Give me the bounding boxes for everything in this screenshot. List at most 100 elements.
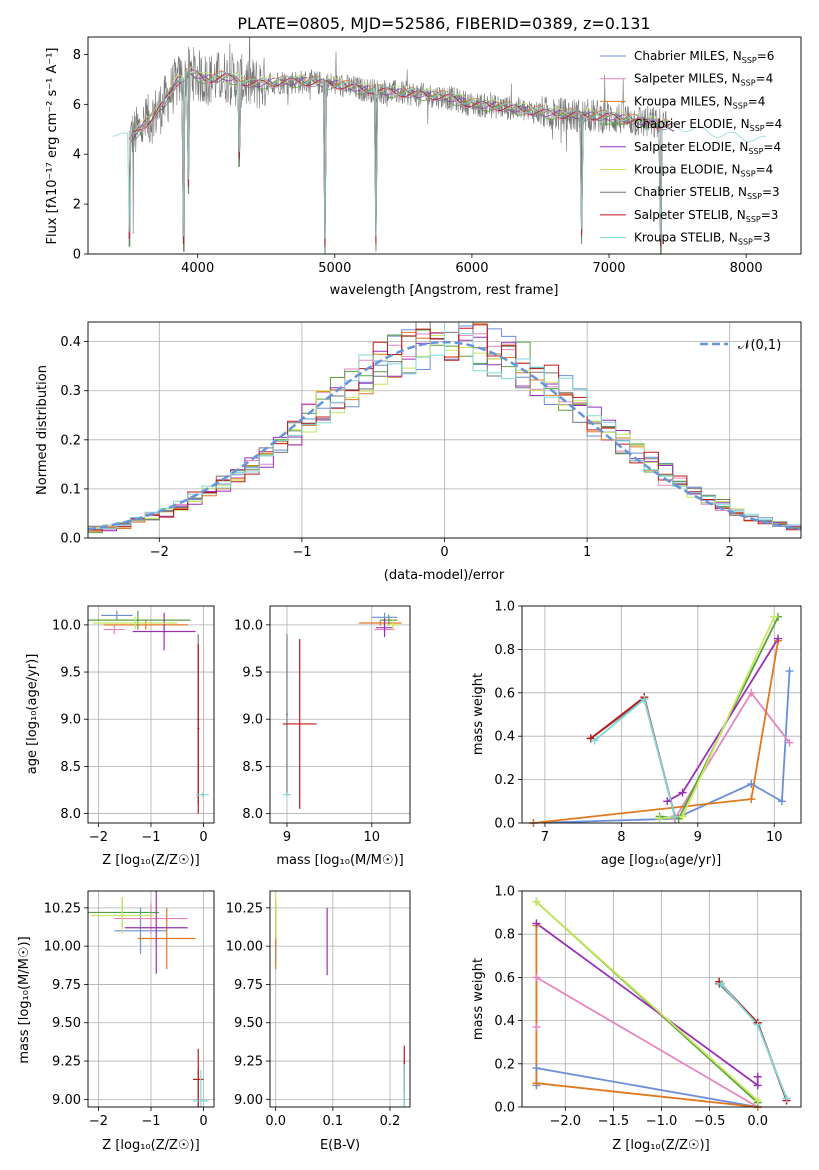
y-tick-label: 9.00 [234, 1093, 263, 1108]
legend-label-tail: =4 [756, 72, 774, 86]
weight-marker [655, 814, 664, 823]
weight-marker [782, 1094, 791, 1103]
normal-reference-curve [88, 340, 801, 531]
y-tick-label: 0.4 [60, 335, 81, 350]
weight-marker [753, 1096, 762, 1105]
weight-marker [590, 736, 599, 745]
panel-age_vs_Z: −2 −1 0 8.0 8.5 9.0 9.5 10.0 Z [log₁₀(Z/Z☉)] age … [25, 605, 215, 868]
legend-label-sub: SSP [742, 56, 757, 65]
weight-marker [532, 1023, 541, 1032]
legend-label-sub: SSP [741, 170, 756, 179]
plot-area [275, 892, 405, 1107]
grid-lines [522, 605, 801, 824]
x-tick-label: −1.5 [598, 1114, 630, 1129]
y-tick-label: 9.00 [52, 1093, 81, 1108]
weight-marker [747, 688, 756, 697]
legend-label: Chabrier ELODIE, NSSP=4 [634, 117, 782, 133]
y-tick-label: 0.2 [494, 1057, 515, 1072]
x-tick-label: −2 [89, 1114, 108, 1129]
y-axis-label: mass [log₁₀(M/M☉)] [17, 936, 32, 1063]
weight-marker [747, 779, 756, 788]
y-tick-label: 9.0 [60, 713, 81, 728]
axes-frame [87, 605, 215, 824]
y-tick-label: 10.25 [226, 901, 263, 916]
weight-marker [747, 795, 756, 804]
y-tick-label: 0.0 [60, 532, 81, 547]
x-axis-label: (data-model)/error [384, 568, 505, 583]
weight-line [535, 922, 759, 1088]
panel-weight_vs_age: 7 8 9 10 0.0 0.2 0.4 0.6 0.8 1.0 age [log₁₀(age/yr… [471, 600, 802, 868]
legend-label-sub: SSP [738, 238, 753, 247]
x-tick-label: −2 [89, 830, 108, 845]
axes-frame [87, 890, 215, 1108]
legend-label: Kroupa STELIB, NSSP=3 [634, 231, 771, 247]
x-tick-label: 7000 [592, 261, 625, 276]
weight-marker [717, 979, 726, 988]
weight-marker [663, 797, 672, 806]
x-axis-label: Z [log₁₀(Z/Z☉)] [102, 853, 199, 868]
grid-lines [88, 606, 214, 823]
y-tick-label: 2 [73, 198, 81, 213]
x-axis-label: E(B-V) [320, 1138, 360, 1153]
y-tick-label: 8.5 [60, 760, 81, 775]
x-tick-label: −2 [150, 545, 169, 560]
grid-lines [270, 891, 410, 1107]
weight-marker [753, 1081, 762, 1090]
weight-line [659, 616, 776, 820]
weight-marker [532, 1064, 541, 1073]
y-tick-label: 9.25 [52, 1055, 81, 1070]
weight-marker [785, 667, 794, 676]
weight-line [718, 983, 788, 1101]
y-tick-label: 0.2 [60, 433, 81, 448]
x-tick-label: −2.0 [550, 1114, 582, 1129]
plot-area [88, 891, 209, 1107]
weight-marker [777, 797, 786, 806]
y-tick-label: 0.3 [60, 384, 81, 399]
weight-marker [532, 897, 541, 906]
y-tick-label: 10.0 [52, 618, 81, 633]
legend-label: Kroupa ELODIE, NSSP=4 [634, 163, 773, 179]
axes-frame [269, 605, 411, 824]
x-tick-label: 4000 [181, 261, 214, 276]
weight-line [590, 695, 676, 817]
legend-label-tail: =4 [756, 163, 774, 177]
x-axis-label: Z [log₁₀(Z/Z☉)] [612, 1138, 709, 1153]
panel-mass_vs_Z: −2 −1 0 9.00 9.25 9.50 9.75 10.00 10.25 Z [log₁₀(… [17, 890, 215, 1153]
x-tick-label: 7 [541, 830, 549, 845]
weight-line [590, 697, 676, 817]
legend-label-sub: SSP [747, 192, 762, 201]
y-tick-label: 9.75 [52, 978, 81, 993]
grid-lines [522, 890, 801, 1108]
x-tick-label: −1 [141, 830, 160, 845]
x-tick-label: −0.5 [694, 1114, 726, 1129]
y-tick-label: 0 [73, 248, 81, 263]
y-axis-label: Normed distribution [35, 365, 50, 495]
y-tick-label: 10.00 [44, 940, 81, 955]
weight-marker [532, 919, 541, 928]
y-axis-label: age [log₁₀(age/yr)] [25, 654, 40, 775]
y-tick-label: 10.00 [226, 940, 263, 955]
legend-label-sub: SSP [733, 101, 748, 110]
weight-line [666, 638, 779, 803]
weight-marker [532, 973, 541, 982]
plot-area [88, 610, 209, 814]
x-axis-label: mass [log₁₀(M/M☉)] [276, 853, 403, 868]
plot-area [533, 616, 791, 823]
legend-label-sub: SSP [741, 79, 756, 88]
legend-label-tail: =6 [757, 49, 775, 63]
figure-title: PLATE=0805, MJD=52586, FIBERID=0389, z=0… [237, 14, 650, 33]
plot-area [282, 612, 402, 809]
x-tick-label: 8000 [730, 261, 763, 276]
x-tick-label: 0 [199, 1114, 207, 1129]
weight-line [533, 640, 779, 823]
x-axis-label: Z [log₁₀(Z/Z☉)] [102, 1138, 199, 1153]
weight-marker [753, 1072, 762, 1081]
model-spectrum-line [112, 66, 766, 240]
y-tick-label: 9.5 [60, 666, 81, 681]
y-tick-label: 0.4 [494, 730, 515, 745]
y-tick-label: 4 [73, 148, 81, 163]
legend-label: Salpeter ELODIE, NSSP=4 [634, 140, 781, 156]
y-tick-label: 10.0 [234, 618, 263, 633]
x-tick-label: 10 [766, 830, 783, 845]
panel-weight_vs_Z: −2.0 −1.5 −1.0 −0.5 0.0 0.0 0.2 0.4 0.6 0.8 1.0 Z [… [471, 885, 802, 1153]
